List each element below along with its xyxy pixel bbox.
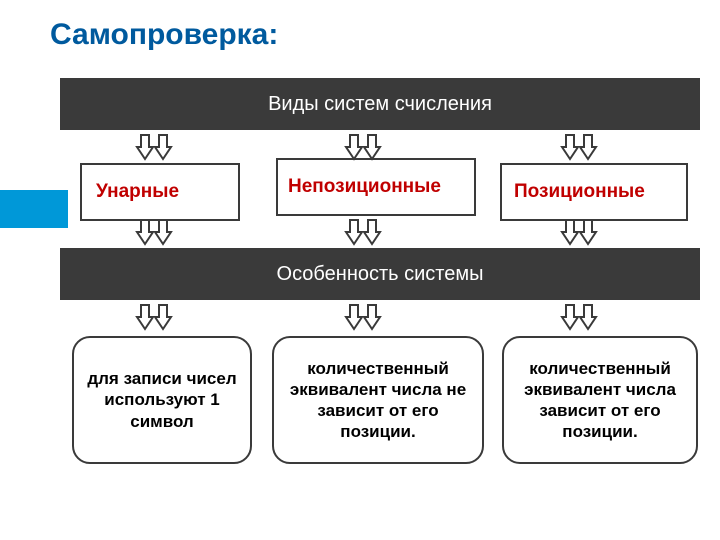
double-arrow-icon <box>135 303 175 333</box>
double-arrow-icon <box>344 218 384 248</box>
desc-label-unary: для записи чисел используют 1 символ <box>74 368 250 432</box>
header-row-types-label: Виды систем счисления <box>62 93 698 116</box>
type-label-positional: Позиционные <box>502 182 686 203</box>
header-row-types: Виды систем счисления <box>60 78 700 130</box>
type-box-positional: Позиционные <box>500 163 688 221</box>
header-row-feature: Особенность системы <box>60 248 700 300</box>
double-arrow-icon <box>344 133 384 163</box>
desc-label-nonpositional: количественный эквивалент числа не завис… <box>274 358 482 443</box>
desc-box-unary: для записи чисел используют 1 символ <box>72 336 252 464</box>
type-label-unary: Унарные <box>82 182 238 203</box>
double-arrow-icon <box>135 133 175 163</box>
double-arrow-icon <box>560 133 600 163</box>
header-row-feature-label: Особенность системы <box>62 263 698 286</box>
double-arrow-icon <box>135 218 175 248</box>
desc-label-positional: количественный эквивалент числа зависит … <box>504 358 696 443</box>
accent-bar <box>0 190 68 228</box>
desc-box-nonpositional: количественный эквивалент числа не завис… <box>272 336 484 464</box>
type-box-nonpositional: Непозиционные <box>276 158 476 216</box>
page-title: Самопроверка: <box>50 18 278 52</box>
double-arrow-icon <box>344 303 384 333</box>
type-box-unary: Унарные <box>80 163 240 221</box>
type-label-nonpositional: Непозиционные <box>278 177 474 198</box>
double-arrow-icon <box>560 303 600 333</box>
desc-box-positional: количественный эквивалент числа зависит … <box>502 336 698 464</box>
double-arrow-icon <box>560 218 600 248</box>
